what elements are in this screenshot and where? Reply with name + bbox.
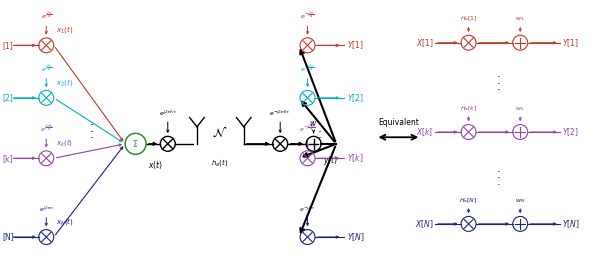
Text: .: . xyxy=(90,128,94,141)
Text: $e^{j\frac{2\pi k}{N}}$: $e^{j\frac{2\pi k}{N}}$ xyxy=(40,123,53,135)
Text: $e^{j\frac{2\pi}{N}}$: $e^{j\frac{2\pi}{N}}$ xyxy=(41,10,52,22)
Text: $w_1$: $w_1$ xyxy=(515,16,525,23)
Text: $Y[2]$: $Y[2]$ xyxy=(347,92,364,104)
Text: $x(t)$: $x(t)$ xyxy=(148,159,163,171)
Text: $e^{j2\pi n}$: $e^{j2\pi n}$ xyxy=(38,205,54,214)
Text: $X[k]$: $X[k]$ xyxy=(416,126,434,138)
Text: $w_N$: $w_N$ xyxy=(515,197,526,205)
Text: Equivalent: Equivalent xyxy=(378,118,419,127)
Text: .: . xyxy=(90,115,94,128)
Text: [1]: [1] xyxy=(2,41,13,50)
Text: .: . xyxy=(497,164,501,174)
Text: $H_a[N]$: $H_a[N]$ xyxy=(459,196,478,205)
Text: $e^{-j2\pi f_c t}$: $e^{-j2\pi f_c t}$ xyxy=(269,109,291,118)
Text: [k]: [k] xyxy=(2,154,12,163)
Text: $X[1]$: $X[1]$ xyxy=(415,37,434,49)
Text: $e^{j2\pi f_c t}$: $e^{j2\pi f_c t}$ xyxy=(159,109,177,118)
Text: .: . xyxy=(318,128,322,141)
Text: .: . xyxy=(318,121,322,135)
Text: .: . xyxy=(90,121,94,135)
Text: $Y[N]$: $Y[N]$ xyxy=(561,218,579,230)
Text: .: . xyxy=(497,76,501,86)
Text: $x_2(t)$: $x_2(t)$ xyxy=(56,77,74,88)
Text: [2]: [2] xyxy=(2,93,13,102)
Text: .: . xyxy=(497,69,501,79)
Text: $H_a[1]$: $H_a[1]$ xyxy=(460,15,477,23)
Text: $\Sigma$: $\Sigma$ xyxy=(132,138,139,149)
Text: $y(t)$: $y(t)$ xyxy=(323,154,338,167)
Text: $Y[1]$: $Y[1]$ xyxy=(561,37,579,49)
Text: $x_N(t)$: $x_N(t)$ xyxy=(56,216,74,227)
Text: $Y[1]$: $Y[1]$ xyxy=(347,39,364,51)
Text: $h_a(t)$: $h_a(t)$ xyxy=(211,157,228,168)
Text: $e^{-j\frac{2\pi k}{N}}$: $e^{-j\frac{2\pi k}{N}}$ xyxy=(299,123,316,135)
Text: $X[N]$: $X[N]$ xyxy=(415,218,434,230)
Text: $Y[2]$: $Y[2]$ xyxy=(561,126,579,138)
Text: $\mathcal{N}$: $\mathcal{N}$ xyxy=(212,126,227,140)
Text: $w$: $w$ xyxy=(309,120,318,129)
Text: $x_k(t)$: $x_k(t)$ xyxy=(56,137,73,148)
Text: $e^{-j2\pi}$: $e^{-j2\pi}$ xyxy=(299,205,315,214)
Text: .: . xyxy=(497,177,501,187)
Text: $e^{-j\frac{4\pi}{N}}$: $e^{-j\frac{4\pi}{N}}$ xyxy=(300,63,315,75)
Text: $e^{j\frac{4\pi}{N}}$: $e^{j\frac{4\pi}{N}}$ xyxy=(41,63,52,75)
Text: .: . xyxy=(497,170,501,180)
Text: $x_1(t)$: $x_1(t)$ xyxy=(56,24,74,35)
Text: [N]: [N] xyxy=(2,233,13,242)
Text: $Y[k]$: $Y[k]$ xyxy=(347,152,363,164)
Text: $e^{-j\frac{2\pi}{N}}$: $e^{-j\frac{2\pi}{N}}$ xyxy=(300,10,315,22)
Text: .: . xyxy=(318,115,322,128)
Text: $w_k$: $w_k$ xyxy=(515,105,525,113)
Text: $H_a[k]$: $H_a[k]$ xyxy=(460,104,477,113)
Text: .: . xyxy=(497,82,501,92)
Text: $Y[N]$: $Y[N]$ xyxy=(347,231,364,243)
